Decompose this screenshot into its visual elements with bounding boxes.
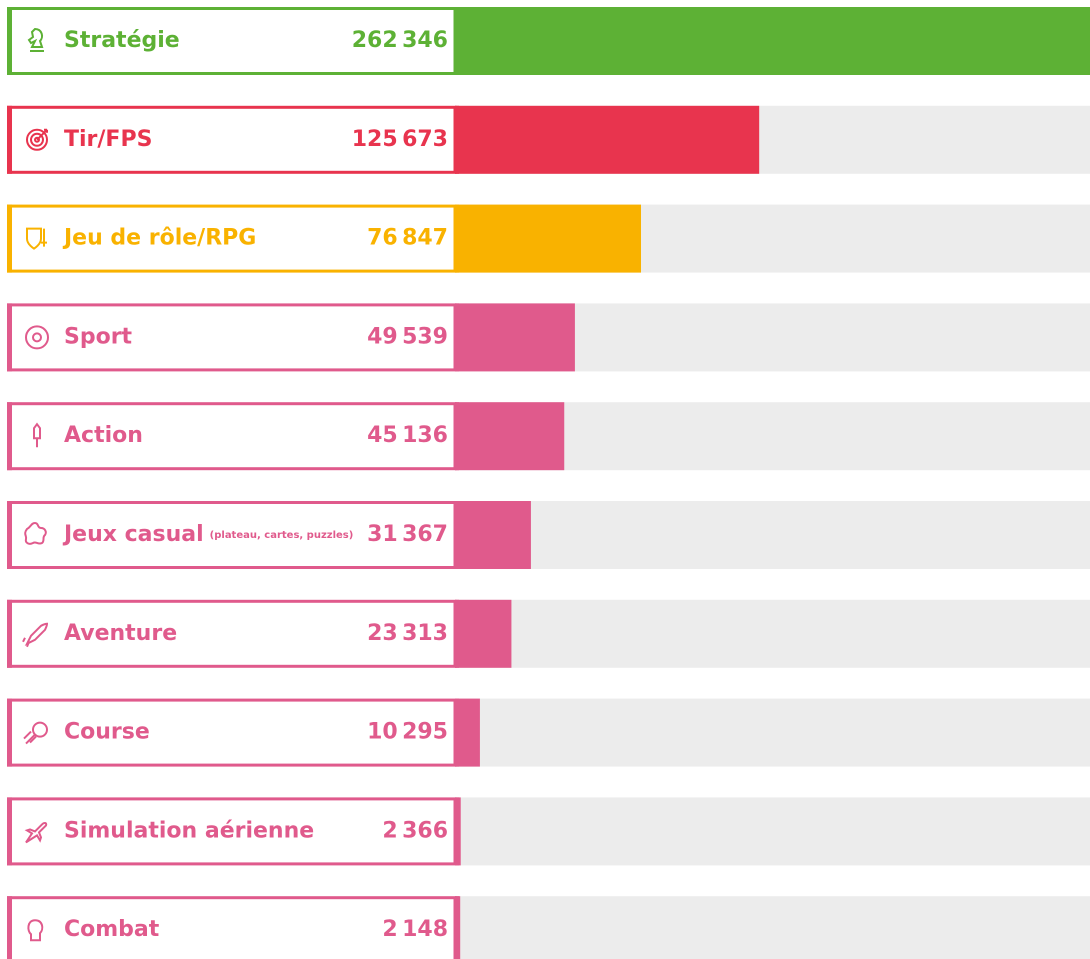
bar-track (455, 797, 1090, 866)
category-icon (24, 822, 48, 844)
icon-shape (27, 919, 44, 942)
category-label: Tir/FPS (64, 127, 152, 152)
category-name: Course (64, 720, 150, 745)
value-label: 23 313 (367, 621, 448, 646)
label-box-edge (7, 501, 12, 569)
category-icon (23, 721, 48, 745)
bar-edge (455, 599, 459, 668)
category-label: Jeu de rôle/RPG (62, 226, 256, 251)
label-box (7, 698, 457, 767)
icon-shape (36, 128, 48, 141)
bar-edge (455, 105, 459, 174)
label-box-edge (7, 204, 12, 273)
bar-edge (455, 204, 459, 273)
category-name: Jeu de rôle/RPG (62, 226, 256, 251)
label-box (7, 896, 457, 959)
bar-edge (455, 698, 459, 767)
category-icon (33, 422, 41, 448)
category-name: Combat (64, 917, 160, 942)
bar-edge (455, 402, 459, 471)
label-box (7, 303, 457, 372)
bar-edge (455, 501, 459, 569)
icon-shape (34, 136, 40, 143)
category-icon (26, 128, 48, 151)
bar-edge (455, 896, 459, 959)
label-box-edge (7, 303, 12, 372)
icon-shape (23, 730, 37, 745)
label-box (7, 105, 457, 174)
icon-shape (33, 422, 41, 448)
category-icon (22, 622, 49, 648)
category-icon (24, 521, 47, 545)
label-box-edge (7, 698, 12, 767)
category-icon (26, 227, 47, 250)
label-box-edge (7, 7, 12, 75)
category-name: Aventure (64, 621, 177, 646)
bar-track (455, 896, 1090, 959)
category-name: Tir/FPS (64, 127, 152, 152)
bar (455, 7, 1090, 75)
label-box-edge (7, 599, 12, 668)
category-label: Stratégie (64, 28, 180, 53)
bar-edge (455, 7, 459, 75)
bar-edge (455, 797, 459, 866)
category-icon (27, 27, 44, 52)
category-label: Combat (64, 917, 160, 942)
bar (455, 204, 642, 273)
category-name: Sport (64, 324, 133, 349)
icon-shape (22, 622, 49, 648)
icon-shape (32, 721, 48, 738)
bar (455, 698, 480, 767)
value-label: 10 295 (367, 720, 448, 745)
bar (455, 105, 760, 174)
value-label: 45 136 (367, 423, 448, 448)
label-box (7, 797, 457, 866)
category-label: Action (64, 423, 143, 448)
label-box-edge (7, 797, 12, 866)
label-box (7, 7, 457, 75)
icon-shape (26, 128, 48, 151)
category-name: Simulation aérienne (64, 818, 314, 843)
icon-shape (24, 822, 48, 844)
icon-shape (30, 132, 44, 147)
bar (455, 303, 575, 372)
bar-track (455, 698, 1090, 767)
category-label: Jeux casual (plateau, cartes, puzzles) (62, 522, 353, 547)
label-box (7, 599, 457, 668)
category-label: Simulation aérienne (64, 818, 314, 843)
category-note: (plateau, cartes, puzzles) (210, 530, 354, 541)
bar-edge (455, 303, 459, 372)
category-icon (25, 325, 49, 350)
label-box-edge (7, 402, 12, 471)
label-box-edge (7, 896, 12, 959)
category-label: Sport (64, 324, 133, 349)
category-name: Action (64, 423, 143, 448)
value-label: 31 367 (367, 522, 448, 547)
icon-shape (24, 521, 47, 545)
bar (455, 402, 565, 471)
value-label: 76 847 (367, 226, 448, 251)
bar (455, 501, 531, 569)
bar (455, 599, 512, 668)
icon-shape (25, 325, 49, 350)
category-icon (27, 919, 44, 942)
category-name: Jeux casual (62, 522, 204, 547)
value-label: 2 366 (382, 818, 448, 843)
value-label: 125 673 (352, 127, 448, 152)
icon-shape (32, 332, 42, 343)
bar-track (455, 599, 1090, 668)
value-label: 262 346 (352, 28, 448, 53)
icon-shape (26, 227, 47, 250)
label-box-edge (7, 105, 12, 174)
category-label: Course (64, 720, 150, 745)
icon-shape (27, 27, 44, 52)
value-label: 2 148 (382, 917, 448, 942)
category-label: Aventure (64, 621, 177, 646)
bar-track (455, 501, 1090, 569)
category-name: Stratégie (64, 28, 180, 53)
value-label: 49 539 (367, 324, 448, 349)
